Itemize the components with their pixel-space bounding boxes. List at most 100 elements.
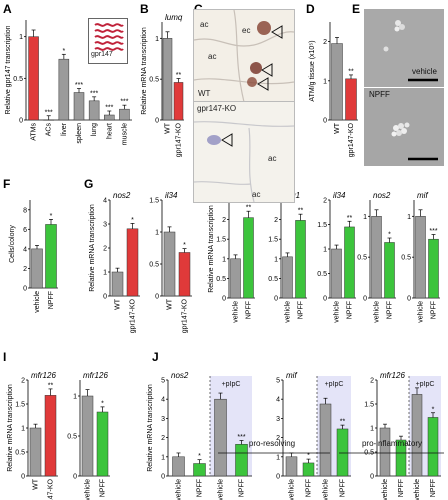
- y-tick-label: 0: [161, 474, 165, 481]
- x-tick-label: NPFF: [246, 301, 253, 319]
- significance-mark: *: [101, 400, 104, 407]
- significance-mark: ***: [105, 105, 113, 112]
- bar: [336, 428, 349, 477]
- y-tick-label: 1.5: [317, 222, 327, 229]
- panel-letter-f: F: [3, 177, 10, 191]
- y-tick-label: 1: [370, 426, 374, 433]
- x-tick-label: vehicle: [334, 301, 341, 323]
- chart-h5: 0 0.5 1 mif vehicle *** NPFF: [401, 191, 440, 323]
- y-tick-label: 0: [19, 118, 23, 125]
- x-tick-label: ACs: [46, 123, 53, 137]
- y-tick-label: 0: [103, 294, 107, 301]
- chart-title: mfr126: [31, 371, 56, 380]
- chart-title: mif: [286, 371, 297, 380]
- y-tick-label: 2: [274, 217, 278, 224]
- significance-mark: ***: [120, 99, 128, 106]
- y-tick-label: 0.5: [67, 434, 77, 441]
- bar: [29, 427, 42, 477]
- label-e-vehicle: vehicle: [412, 67, 437, 76]
- significance-mark: *: [198, 453, 201, 460]
- x-tick-label: lung: [91, 123, 98, 136]
- h-group-brackets: pro-resolving pro-inflammatory: [218, 439, 444, 454]
- y-tick-label: 2: [276, 435, 280, 442]
- chart-h4: 0 0.5 1 nos2 vehicle * NPFF: [357, 191, 396, 323]
- bar: [371, 216, 382, 299]
- y-tick-label: 0: [323, 118, 327, 125]
- significance-mark: *: [183, 242, 186, 249]
- significance-mark: *: [388, 232, 391, 239]
- colony-npff-image: [391, 122, 438, 161]
- significance-mark: **: [340, 419, 346, 426]
- x-tick-label: vehicle: [85, 479, 92, 500]
- bar: [379, 427, 391, 477]
- bar: [345, 78, 357, 121]
- x-tick-label: WT: [33, 478, 40, 490]
- bar: [282, 256, 293, 299]
- bar: [28, 36, 39, 121]
- y-tick-label: 1: [363, 214, 367, 221]
- bar: [193, 463, 206, 477]
- y-tick-label: 5: [276, 378, 280, 385]
- y-axis-label: Relative gpr147 transcription: [5, 25, 12, 114]
- panel-letter-b: B: [140, 2, 149, 16]
- micrograph-wt: ac ec ac WT: [193, 9, 295, 103]
- bar: [126, 228, 139, 297]
- y-tick-label: 3: [103, 222, 107, 229]
- y-tick-label: 4: [23, 246, 27, 253]
- h-group-label-left: pro-resolving: [249, 439, 295, 448]
- bar: [235, 444, 248, 477]
- h-group-label-right: pro-inflammatory: [362, 439, 422, 448]
- y-axis-label: Relative mRNA transcription: [147, 384, 154, 472]
- x-tick-label: vehicle: [418, 301, 425, 323]
- significance-mark: *: [432, 406, 435, 413]
- y-tick-label: 2: [323, 39, 327, 46]
- x-tick-label: vehicle: [218, 479, 225, 500]
- y-tick-label: 0.5: [149, 262, 159, 269]
- y-tick-label: 0.5: [317, 271, 327, 278]
- bar: [331, 248, 342, 299]
- bar: [230, 258, 241, 299]
- panel-letter-d: D: [306, 2, 315, 16]
- y-tick-label: 2: [222, 217, 226, 224]
- y-tick-label: 3: [276, 416, 280, 423]
- x-tick-label: vehicle: [323, 479, 330, 500]
- y-tick-label: 0.5: [216, 276, 226, 283]
- bar: [44, 395, 57, 477]
- y-tick-label: 1: [73, 394, 77, 401]
- x-tick-label: NPFF: [398, 479, 405, 497]
- x-tick-label: vehicle: [382, 479, 389, 500]
- x-tick-label: gpr147-KO: [130, 298, 137, 333]
- pipc-label: +pIpC: [325, 381, 344, 388]
- x-tick-label: vehicle: [233, 301, 240, 323]
- y-tick-label: 1: [21, 426, 25, 433]
- significance-mark: **: [176, 72, 182, 79]
- y-tick-label: 3: [161, 416, 165, 423]
- y-axis-label: Relative mRNA transcription: [208, 205, 215, 293]
- label-ko: gpr147-KO: [197, 104, 237, 113]
- y-axis-label: Relative mRNA transcription: [7, 384, 14, 472]
- panel-letter-a: A: [3, 2, 12, 16]
- x-tick-label: vehicle: [374, 301, 381, 323]
- chart-g2: 0 0.5 1 1.5 il34 WT * gpr147-KO: [149, 191, 192, 333]
- y-tick-label: 1: [222, 256, 226, 263]
- label-ac-top: ac: [200, 20, 209, 29]
- bar: [411, 394, 423, 477]
- chart-title: nos2: [171, 371, 189, 380]
- protein-structure-inset: gpr147: [88, 18, 128, 64]
- panel-letter-g: G: [84, 177, 93, 191]
- label-ac-mid: ac: [208, 52, 217, 61]
- y-tick-label: 4: [161, 397, 165, 404]
- y-tick-label: 1: [161, 454, 165, 461]
- label-e-npff: NPFF: [369, 90, 390, 99]
- bar: [111, 271, 124, 297]
- y-tick-label: 1: [274, 256, 278, 263]
- chart-title: nos2: [373, 191, 391, 200]
- y-tick-label: 0.5: [149, 77, 159, 84]
- x-tick-label: heart: [106, 123, 113, 139]
- bar: [96, 411, 109, 477]
- y-tick-label: 2: [161, 435, 165, 442]
- y-tick-label: 1: [323, 247, 327, 254]
